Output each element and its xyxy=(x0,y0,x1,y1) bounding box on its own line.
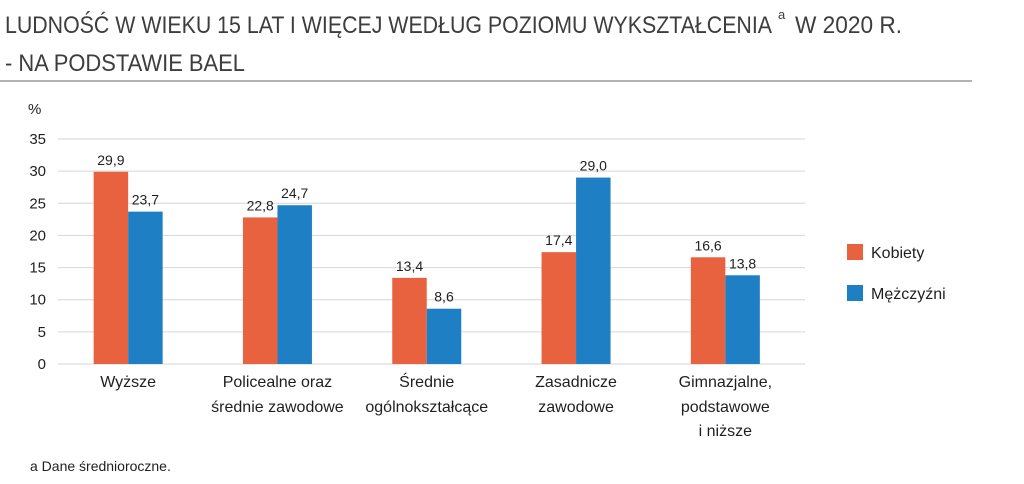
y-tick-label: 25 xyxy=(29,195,46,212)
y-tick-label: 5 xyxy=(38,324,46,341)
data-label: 22,8 xyxy=(247,197,274,213)
bar-kobiety xyxy=(690,257,726,364)
y-tick-label: 0 xyxy=(38,356,46,373)
legend-swatch-kobiety xyxy=(847,244,863,260)
bar-mezczyzni xyxy=(128,211,163,364)
bar-kobiety xyxy=(242,217,278,364)
data-label: 13,4 xyxy=(396,258,423,274)
legend-label-mezczyzni: Mężczyźni xyxy=(871,286,946,303)
data-label: 24,7 xyxy=(281,185,308,201)
y-tick-label: 30 xyxy=(29,163,46,180)
chart-title: LUDNOŚĆ W WIEKU 15 LAT I WIĘCEJ WEDŁUG P… xyxy=(5,11,772,39)
data-labels: 29,9 23,7 22,8 24,7 13,4 8,6 17,4 29,0 16,6 13,8 xyxy=(97,152,756,305)
bar-mezczyzni xyxy=(725,275,760,364)
bar-kobiety xyxy=(541,252,577,364)
y-tick-labels: 0 5 10 15 20 25 30 35 xyxy=(29,131,46,373)
data-label: 29,9 xyxy=(97,152,124,168)
data-label: 17,4 xyxy=(545,232,572,248)
legend-item-kobiety: Kobiety xyxy=(847,244,924,262)
bars xyxy=(93,171,760,364)
y-tick-label: 20 xyxy=(29,227,46,244)
legend-item-mezczyzni: Mężczyźni xyxy=(847,285,946,303)
data-label: 13,8 xyxy=(729,255,756,271)
chart-title-suffix: W 2020 R. xyxy=(795,12,902,39)
data-label: 29,0 xyxy=(580,158,607,174)
data-label: 8,6 xyxy=(434,289,454,305)
gridlines xyxy=(58,138,805,365)
data-label: 16,6 xyxy=(694,237,721,253)
chart-title-line2: - NA PODSTAWIE BAEL xyxy=(5,50,245,77)
bar-mezczyzni xyxy=(277,205,312,364)
bar-mezczyzni xyxy=(426,308,462,364)
y-tick-label: 10 xyxy=(29,292,46,309)
y-tick-label: 35 xyxy=(29,131,46,148)
y-tick-label: 15 xyxy=(29,260,46,277)
legend-label-kobiety: Kobiety xyxy=(871,245,924,262)
bar-mezczyzni xyxy=(576,177,611,364)
bar-kobiety xyxy=(93,171,129,364)
legend-swatch-mezczyzni xyxy=(847,285,863,301)
y-axis-label: % xyxy=(28,101,41,118)
legend: Kobiety Mężczyźni xyxy=(847,244,946,303)
data-label: 23,7 xyxy=(132,192,159,208)
footnote: a Dane średnioroczne. xyxy=(30,458,171,474)
bar-kobiety xyxy=(392,277,427,364)
title-footnote-marker: a xyxy=(778,7,786,22)
